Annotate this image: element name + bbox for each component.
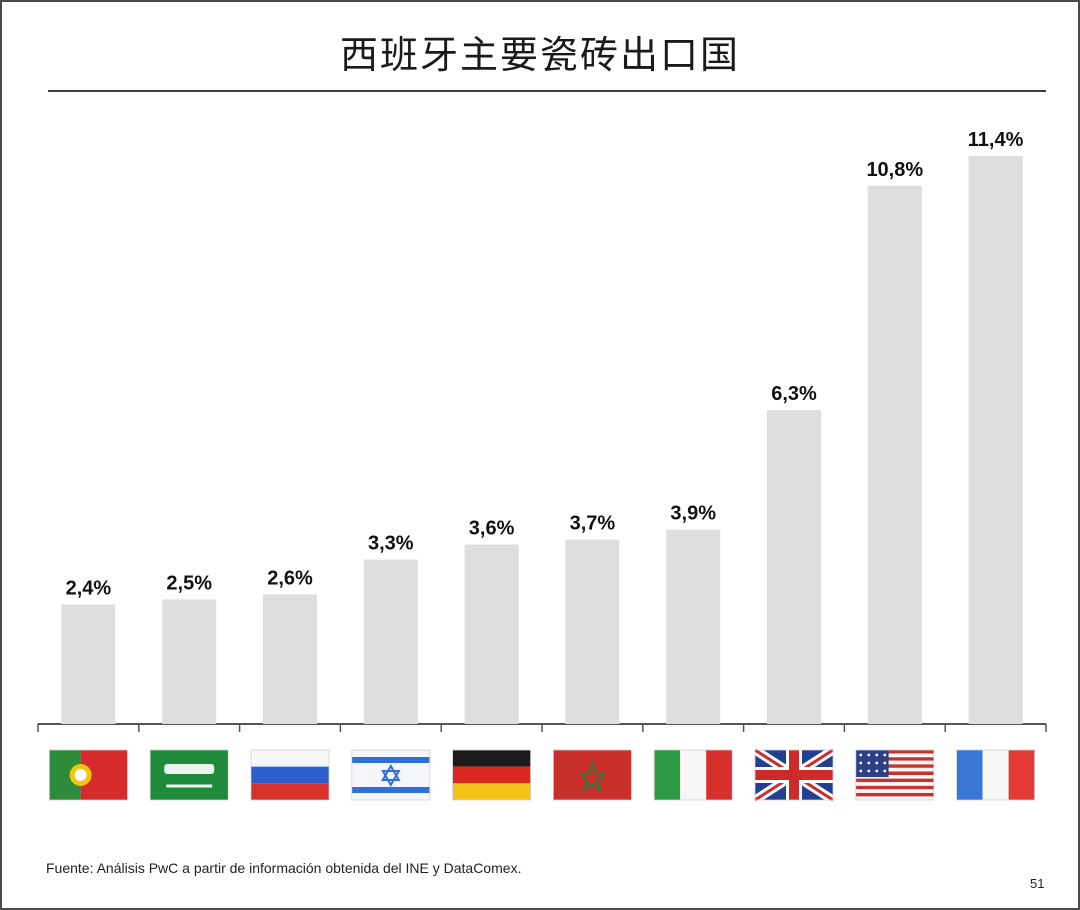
united-states-flag-icon xyxy=(855,749,935,801)
bar-data-label: 3,3% xyxy=(368,533,414,555)
chart-title: 西班牙主要瓷砖出口国 xyxy=(339,33,740,77)
italy-flag-icon xyxy=(653,749,733,801)
portugal-flag-icon xyxy=(49,749,128,801)
bar-data-label: 2,4% xyxy=(66,577,112,599)
bar xyxy=(565,539,620,724)
israel-flag-icon xyxy=(351,749,431,801)
bar-data-label: 2,5% xyxy=(166,572,212,594)
bar xyxy=(767,410,821,724)
bar-data-label: 10,8% xyxy=(866,159,923,181)
bar xyxy=(464,544,519,724)
bar-data-label: 6,3% xyxy=(771,383,817,405)
morocco-flag-icon xyxy=(553,749,632,801)
page-number: 51 xyxy=(1030,876,1045,891)
bar-data-label: 11,4% xyxy=(968,129,1024,151)
bar xyxy=(666,529,721,724)
france-flag-icon xyxy=(956,749,1035,801)
bar xyxy=(867,185,922,725)
bar-data-label: 3,6% xyxy=(469,518,515,540)
bar xyxy=(363,559,418,724)
russia-flag-icon xyxy=(250,749,330,801)
saudi-arabia-flag-icon xyxy=(149,749,229,801)
bar xyxy=(968,155,1023,724)
bar xyxy=(162,599,217,724)
germany-flag-icon xyxy=(452,749,532,801)
bar-data-label: 3,9% xyxy=(670,503,716,525)
bar-data-label: 3,7% xyxy=(570,513,616,535)
bar xyxy=(263,594,317,724)
source-note: Fuente: Análisis PwC a partir de informa… xyxy=(46,860,522,876)
title-divider xyxy=(48,90,1046,92)
bar xyxy=(61,604,116,724)
united-kingdom-flag-icon xyxy=(752,746,836,804)
bar-data-label: 2,6% xyxy=(267,567,313,589)
